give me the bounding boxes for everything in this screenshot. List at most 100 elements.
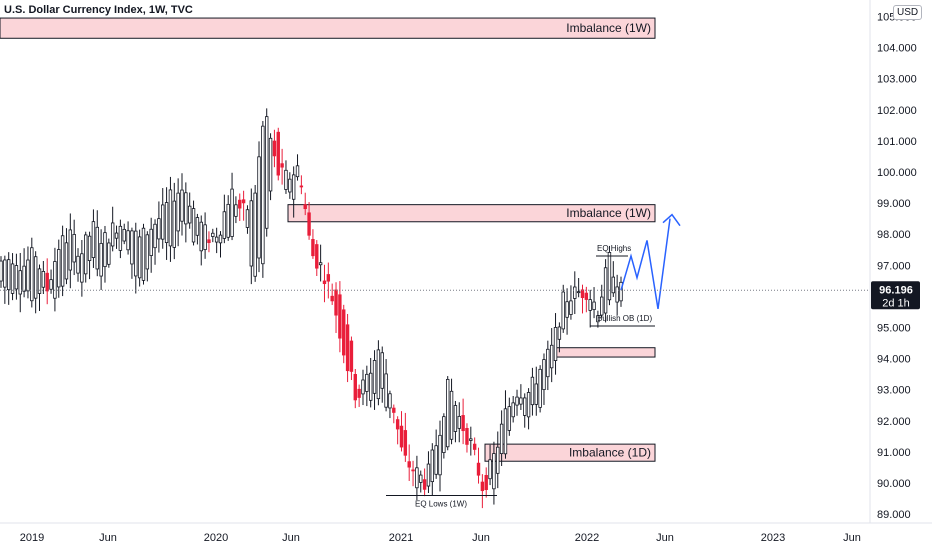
candle-body bbox=[561, 291, 565, 330]
candle-body bbox=[126, 230, 130, 251]
candle-body bbox=[149, 228, 153, 256]
candle-body bbox=[569, 300, 573, 315]
candle-body bbox=[53, 261, 57, 299]
candle-body bbox=[91, 221, 96, 258]
candle-body bbox=[265, 116, 269, 229]
candle-body bbox=[588, 299, 592, 311]
candle-body bbox=[26, 259, 30, 292]
price-tick-label: 102.000 bbox=[877, 105, 917, 117]
candle-body bbox=[249, 200, 254, 267]
candle-body bbox=[72, 234, 76, 263]
candle-body bbox=[434, 445, 438, 475]
candle-body bbox=[415, 467, 419, 489]
price-tick-label: 92.000 bbox=[877, 416, 911, 428]
candle-body bbox=[334, 289, 338, 316]
candle-body bbox=[10, 263, 15, 294]
time-axis[interactable]: 2019 Jun 2020 Jun 2021 Jun 2022 Jun 2023 Jun bbox=[20, 532, 861, 544]
candle-body bbox=[315, 244, 319, 269]
candle-body bbox=[457, 415, 461, 429]
candle-body bbox=[419, 474, 423, 483]
candle-body bbox=[484, 475, 488, 490]
candle-body bbox=[446, 378, 450, 448]
price-axis[interactable]: 105.000104.000103.000102.000101.000100.0… bbox=[877, 12, 917, 522]
candle-body bbox=[76, 255, 80, 274]
candle-body bbox=[191, 208, 196, 243]
candle-body bbox=[322, 280, 327, 285]
candle-body bbox=[99, 242, 103, 277]
candle-body bbox=[503, 408, 508, 455]
candle-body bbox=[353, 374, 357, 401]
candle-body bbox=[311, 239, 315, 257]
candle-body bbox=[407, 461, 411, 468]
candle-body bbox=[261, 125, 265, 265]
candle-body bbox=[157, 218, 161, 240]
candle-body bbox=[307, 212, 311, 236]
candle-body bbox=[134, 230, 138, 277]
candle-body bbox=[488, 459, 492, 480]
candle-body bbox=[476, 462, 481, 476]
imbalance-zone bbox=[287, 204, 656, 223]
projection-arrowhead bbox=[662, 213, 681, 227]
candle-body bbox=[187, 205, 192, 224]
countdown-label: 2d 1h bbox=[882, 297, 910, 309]
price-tick-label: 95.000 bbox=[877, 323, 911, 335]
candle-body bbox=[403, 430, 408, 456]
candle-body bbox=[168, 189, 173, 247]
time-tick-label: 2020 bbox=[204, 532, 228, 544]
candle-body bbox=[376, 349, 381, 400]
candle-body bbox=[0, 260, 3, 282]
candle-body bbox=[153, 223, 157, 249]
chart-title: U.S. Dollar Currency Index, 1W, TVC bbox=[4, 4, 193, 16]
imbalance-zones: Imbalance (1W) Imbalance (1W) Imbalance (1… bbox=[0, 17, 656, 462]
currency-button[interactable]: USD bbox=[893, 5, 923, 20]
candle-body bbox=[57, 249, 61, 288]
candle-body bbox=[530, 376, 535, 406]
candle-body bbox=[49, 279, 53, 290]
time-tick-label: 2022 bbox=[575, 532, 599, 544]
time-tick-label: Jun bbox=[282, 532, 300, 544]
candle-body bbox=[411, 469, 415, 472]
candle-body bbox=[110, 222, 115, 247]
candle-body bbox=[14, 265, 19, 290]
candle-body bbox=[607, 252, 612, 301]
candle-body bbox=[161, 204, 165, 240]
candle-body bbox=[515, 396, 519, 406]
candle-body bbox=[33, 256, 38, 299]
candle-body bbox=[203, 224, 207, 250]
candle-body bbox=[145, 234, 150, 270]
candle-body bbox=[338, 294, 342, 339]
candle-body bbox=[137, 236, 142, 279]
candle-body bbox=[469, 438, 473, 441]
time-tick-label: 2023 bbox=[761, 532, 785, 544]
candle-body bbox=[526, 392, 531, 418]
candle-body bbox=[365, 373, 369, 392]
candle-body bbox=[103, 232, 107, 268]
candle-body bbox=[538, 368, 542, 408]
candle-body bbox=[438, 434, 442, 476]
candle-body bbox=[230, 188, 234, 237]
price-tick-label: 90.000 bbox=[877, 478, 911, 490]
projection-line bbox=[620, 218, 671, 309]
last-price-box bbox=[871, 281, 920, 310]
candle-body bbox=[361, 379, 365, 395]
price-tick-label: 100.000 bbox=[877, 167, 917, 179]
time-tick-label: Jun bbox=[472, 532, 490, 544]
candle-body bbox=[257, 156, 261, 259]
candle-body bbox=[519, 397, 523, 405]
time-tick-label: 2019 bbox=[20, 532, 44, 544]
price-tick-label: 97.000 bbox=[877, 260, 911, 272]
candle-body bbox=[453, 405, 458, 432]
candle-body bbox=[580, 289, 585, 299]
price-tick-label: 98.000 bbox=[877, 229, 911, 241]
candle-body bbox=[30, 247, 34, 302]
price-tick-label: 101.000 bbox=[877, 136, 917, 148]
candle-body bbox=[399, 425, 404, 448]
candle-body bbox=[357, 388, 361, 398]
candle-body bbox=[241, 199, 246, 204]
candle-body bbox=[295, 165, 300, 178]
candle-body bbox=[619, 281, 623, 302]
projection-path bbox=[620, 213, 681, 309]
candle-body bbox=[553, 327, 558, 361]
